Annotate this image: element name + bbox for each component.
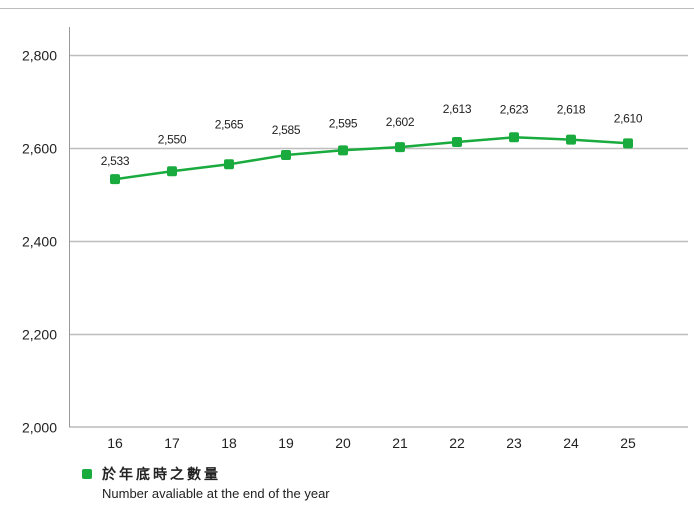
series-line-path bbox=[114, 136, 629, 181]
y-tick-label-2200: 2,200 bbox=[22, 327, 57, 343]
data-markers bbox=[110, 132, 633, 185]
x-tick-label-19: 19 bbox=[278, 435, 294, 451]
data-label-20: 2,595 bbox=[329, 116, 358, 130]
x-tick-label-25: 25 bbox=[620, 435, 636, 451]
data-point-16 bbox=[110, 174, 120, 185]
data-labels: 2,533 2,550 2,565 2,585 2,595 2,602 2,613 2,623… bbox=[101, 102, 643, 168]
data-label-25: 2,610 bbox=[614, 111, 643, 125]
axes bbox=[69, 27, 688, 428]
data-point-23 bbox=[509, 132, 519, 143]
line-chart: 2,000 2,200 2,400 2,600 2,800 16 17 18 19 20 21 22… bbox=[22, 27, 688, 451]
data-label-19: 2,585 bbox=[272, 123, 301, 137]
data-label-16: 2,533 bbox=[101, 154, 130, 168]
legend-label-chinese: 於年底時之數量 bbox=[102, 467, 221, 483]
data-label-24: 2,618 bbox=[557, 103, 586, 117]
x-tick-label-22: 22 bbox=[449, 435, 465, 451]
data-label-17: 2,550 bbox=[158, 132, 187, 146]
data-point-25 bbox=[623, 138, 633, 149]
data-label-18: 2,565 bbox=[215, 117, 244, 131]
data-point-17 bbox=[167, 166, 177, 177]
top-rule bbox=[0, 8, 694, 9]
y-tick-label-2000: 2,000 bbox=[22, 420, 57, 436]
y-tick-label-2800: 2,800 bbox=[22, 48, 57, 64]
data-point-22 bbox=[452, 136, 462, 147]
x-tick-label-23: 23 bbox=[506, 435, 522, 451]
gridlines bbox=[69, 54, 688, 336]
data-point-24 bbox=[566, 134, 576, 145]
data-point-20 bbox=[338, 145, 348, 156]
y-tick-labels: 2,000 2,200 2,400 2,600 2,800 bbox=[22, 48, 57, 436]
legend-label-english: Number avaliable at the end of the year bbox=[102, 486, 330, 501]
x-tick-label-16: 16 bbox=[107, 435, 123, 451]
y-tick-label-2600: 2,600 bbox=[22, 141, 57, 157]
legend-swatch bbox=[82, 469, 92, 479]
data-point-19 bbox=[281, 149, 291, 160]
x-tick-label-18: 18 bbox=[221, 435, 237, 451]
data-label-21: 2,602 bbox=[386, 115, 415, 129]
data-label-22: 2,613 bbox=[443, 102, 472, 116]
series-line bbox=[114, 136, 629, 181]
data-label-23: 2,623 bbox=[500, 102, 529, 116]
x-tick-label-24: 24 bbox=[563, 435, 579, 451]
x-tick-labels: 16 17 18 19 20 21 22 23 24 25 bbox=[107, 435, 636, 451]
y-tick-label-2400: 2,400 bbox=[22, 234, 57, 250]
data-point-18 bbox=[224, 159, 234, 170]
x-tick-label-17: 17 bbox=[164, 435, 180, 451]
x-tick-label-20: 20 bbox=[335, 435, 351, 451]
x-tick-label-21: 21 bbox=[392, 435, 408, 451]
data-point-21 bbox=[395, 142, 405, 153]
